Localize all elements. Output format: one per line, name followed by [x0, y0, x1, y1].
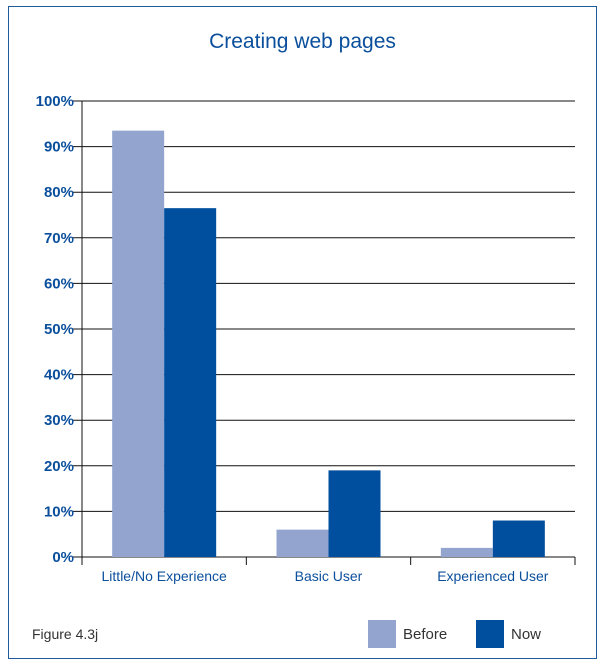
y-tick-label: 0% — [52, 549, 74, 566]
bar-now — [328, 470, 381, 557]
y-tick-label: 50% — [44, 321, 74, 338]
x-category-label: Experienced User — [437, 568, 549, 584]
bar-now — [164, 208, 217, 557]
legend-swatch-before — [368, 620, 396, 648]
bar-before — [112, 130, 165, 557]
legend-label-before: Before — [403, 625, 448, 643]
y-tick-label: 30% — [44, 412, 74, 429]
legend-item-before: Before — [368, 620, 447, 648]
legend-swatch-now — [476, 620, 504, 648]
bar-before — [440, 547, 493, 557]
legend: Before Now — [0, 620, 605, 650]
bar-before — [276, 529, 329, 557]
legend-label-now: Now — [511, 625, 542, 643]
y-tick-label: 90% — [44, 139, 74, 156]
y-tick-label: 80% — [44, 184, 74, 201]
y-tick-label: 70% — [44, 230, 74, 247]
x-category-label: Little/No Experience — [102, 568, 228, 584]
figure-caption: Figure 4.3j — [32, 626, 99, 642]
x-category-label: Basic User — [295, 568, 363, 584]
y-tick-label: 20% — [44, 458, 74, 475]
y-tick-label: 60% — [44, 275, 74, 292]
y-tick-label: 10% — [44, 503, 74, 520]
y-tick-label: 40% — [44, 367, 74, 384]
bar-now — [492, 520, 545, 557]
y-tick-label: 100% — [36, 93, 74, 110]
legend-item-now: Now — [476, 620, 541, 648]
chart-title: Creating web pages — [209, 30, 396, 53]
